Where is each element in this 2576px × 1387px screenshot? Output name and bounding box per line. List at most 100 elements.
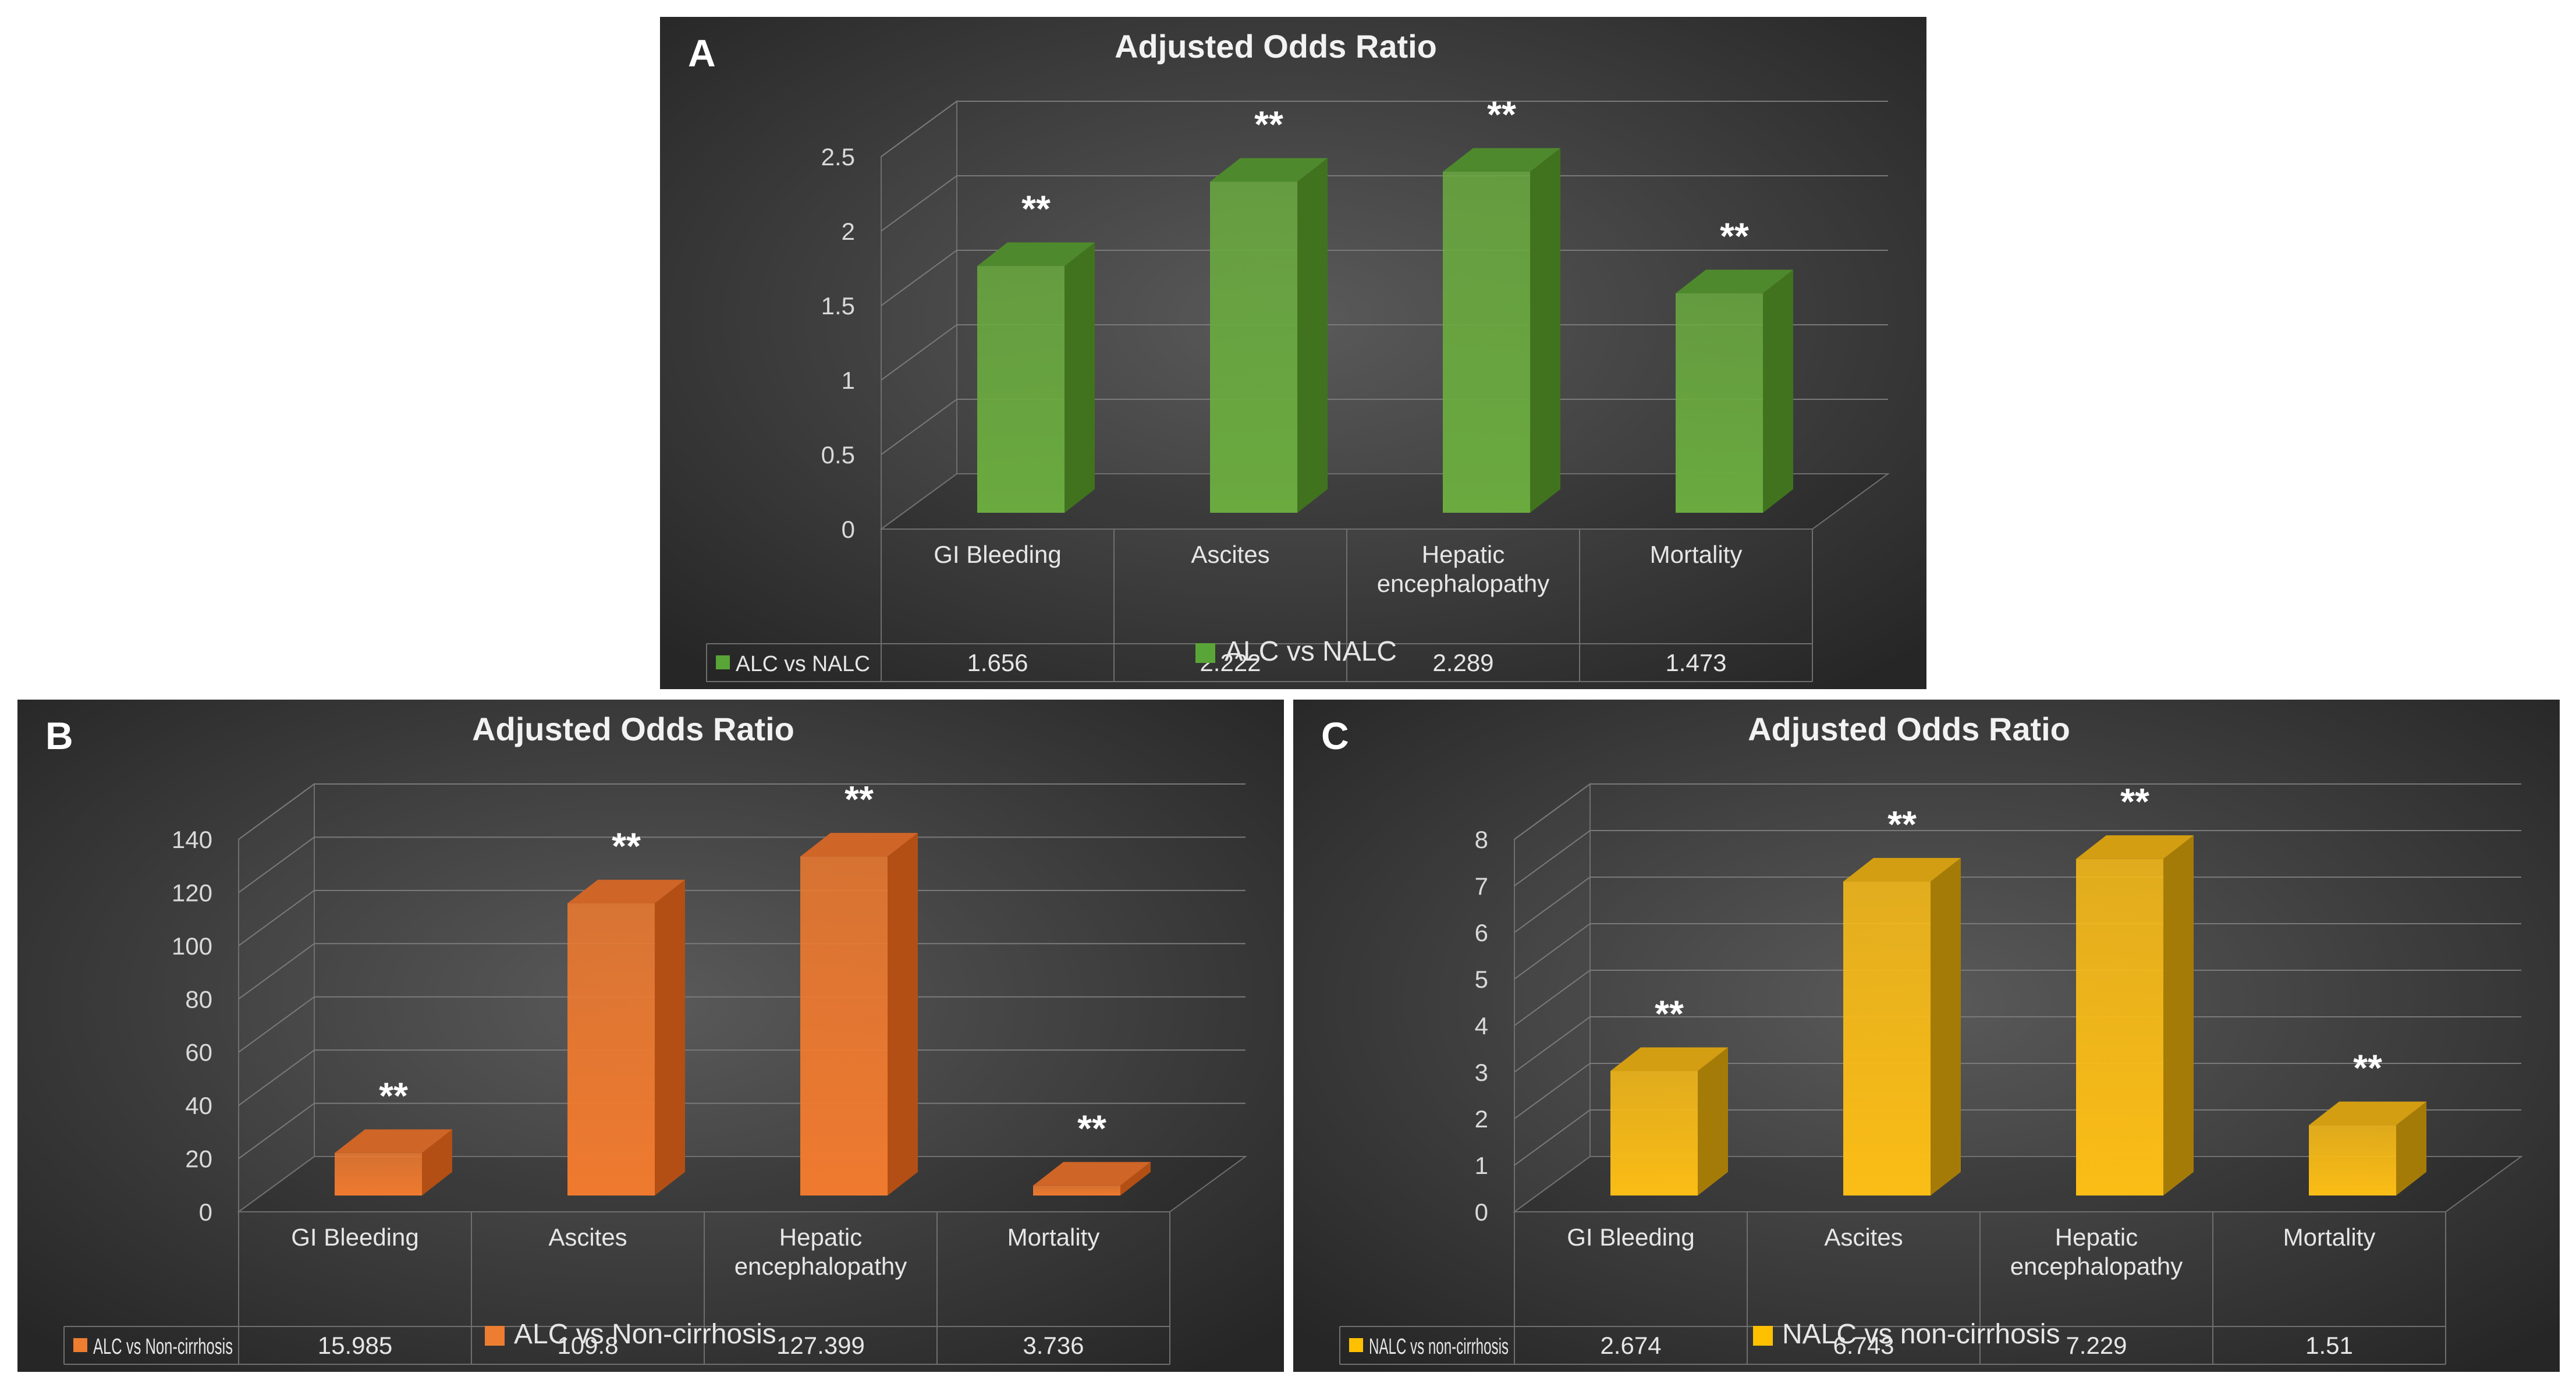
significance-marker: ** [1720, 215, 1749, 257]
bar-side [655, 879, 685, 1196]
bar-1 [335, 1129, 452, 1196]
gridline [1514, 783, 2521, 840]
gridline [238, 836, 1246, 893]
gridline [881, 101, 1888, 157]
y-tick-label: 80 [185, 985, 212, 1013]
chart-panel-a: A Adjusted Odds Ratio 0 0.5 1 1.5 2 2.5 ** ** ** **… [660, 17, 1926, 689]
data-table-value: 2.674 [1600, 1332, 1661, 1359]
bar-top [1843, 858, 1961, 882]
data-table-value: 109.8 [557, 1332, 618, 1359]
y-tick-label: 7 [1475, 872, 1488, 900]
bar-top [1033, 1162, 1151, 1186]
bar-2 [1843, 858, 1961, 1196]
bar-side [1120, 1162, 1151, 1196]
y-tick-label: 40 [185, 1092, 212, 1119]
chart-title: Adjusted Odds Ratio [1115, 28, 1437, 65]
data-table-value: 7.229 [2066, 1332, 2127, 1359]
x-category-label: encephalopathy [735, 1253, 907, 1280]
x-category-label: Ascites [1191, 541, 1269, 568]
bar-4 [1033, 1162, 1151, 1196]
gridline [1514, 1063, 2521, 1119]
significance-marker: ** [2353, 1047, 2382, 1089]
gridline [1514, 1016, 2521, 1073]
bar-3 [800, 833, 918, 1196]
y-tick-label: 6 [1475, 919, 1488, 946]
panel-letter: B [45, 714, 73, 757]
gridline [1514, 877, 2521, 933]
data-table-value: 1.51 [2305, 1332, 2353, 1359]
bar-side [1065, 242, 1095, 513]
bar-front [335, 1152, 422, 1196]
significance-marker: ** [1887, 803, 1917, 845]
x-category-label: Mortality [1650, 541, 1743, 568]
gridline [238, 996, 1246, 1053]
y-tick-label: 3 [1475, 1059, 1488, 1086]
x-category-label: Ascites [548, 1223, 627, 1251]
data-table-value: 1.473 [1665, 649, 1726, 676]
bar-front [2309, 1125, 2396, 1196]
floor [236, 1156, 1248, 1212]
panel-letter: C [1321, 714, 1349, 757]
bar-top [567, 879, 685, 904]
data-table-value: 1.656 [967, 649, 1028, 676]
significance-marker: ** [2120, 781, 2149, 822]
gridline [1514, 970, 2521, 1026]
gridline [238, 889, 1246, 946]
bar-top [335, 1129, 452, 1153]
bar-3 [1443, 148, 1560, 513]
significance-marker: ** [379, 1074, 408, 1116]
gridline [881, 324, 1888, 381]
bar-top [800, 833, 918, 857]
bar-front [977, 266, 1065, 513]
side-wall [881, 100, 957, 530]
bar-side [1931, 858, 1961, 1196]
legend-swatch [485, 1326, 505, 1346]
table-series-label: ALC vs Non-cirrhosis [93, 1335, 233, 1359]
data-table-value: 6.743 [1833, 1332, 1894, 1359]
bar-top [977, 242, 1095, 267]
y-tick-label: 2 [842, 218, 855, 245]
significance-marker: ** [1487, 93, 1516, 135]
bar-top [1443, 148, 1560, 172]
chart-panel-c: C Adjusted Odds Ratio 0 1 2 3 4 5 6 7 8 ** ** ** ** GI … [1293, 700, 2560, 1372]
chart-title: Adjusted Odds Ratio [1748, 711, 2070, 747]
bar-top [2076, 835, 2194, 859]
significance-marker: ** [1254, 104, 1283, 146]
x-category-label: encephalopathy [1377, 570, 1550, 597]
x-category-label: Mortality [1007, 1223, 1100, 1251]
data-table-value: 3.736 [1023, 1332, 1084, 1359]
chart-c-svg: C Adjusted Odds Ratio 0 1 2 3 4 5 6 7 8 ** ** ** ** GI … [1293, 700, 2560, 1372]
x-category-label: encephalopathy [2010, 1253, 2183, 1280]
y-tick-label: 2.5 [821, 143, 855, 171]
table-legend-swatch [1349, 1338, 1363, 1352]
chart-a-svg: A Adjusted Odds Ratio 0 0.5 1 1.5 2 2.5 ** ** ** **… [660, 17, 1926, 689]
data-table-value: 15.985 [318, 1332, 392, 1359]
gridline [881, 399, 1888, 455]
gridline [238, 1049, 1246, 1106]
bar-side [422, 1129, 452, 1196]
y-tick-label: 5 [1475, 966, 1488, 993]
x-category-label: Hepatic [2055, 1223, 2138, 1251]
x-category-label: GI Bleeding [934, 541, 1061, 568]
legend-label: NALC vs non-cirrhosis [1782, 1319, 2060, 1350]
legend-swatch [1753, 1326, 1773, 1346]
bar-front [1033, 1185, 1120, 1196]
panel-letter: A [688, 31, 716, 75]
bar-front [800, 856, 888, 1196]
y-tick-label: 100 [172, 932, 212, 960]
bar-front [1610, 1071, 1698, 1196]
y-tick-label: 20 [185, 1145, 212, 1173]
chart-title: Adjusted Odds Ratio [472, 711, 794, 747]
y-tick-label: 1.5 [821, 292, 855, 320]
bar-front [2076, 859, 2163, 1196]
chart-panel-b: B Adjusted Odds Ratio 0 20 40 60 80 100 120 140 **… [17, 700, 1284, 1372]
floor [879, 473, 1890, 530]
y-tick-label: 1 [842, 367, 855, 394]
bar-4 [2309, 1101, 2426, 1196]
gridline [881, 250, 1888, 306]
significance-marker: ** [612, 825, 641, 867]
bar-2 [567, 879, 685, 1196]
bar-top [2309, 1101, 2426, 1126]
bar-front [1443, 172, 1530, 513]
bar-front [1843, 881, 1931, 1196]
